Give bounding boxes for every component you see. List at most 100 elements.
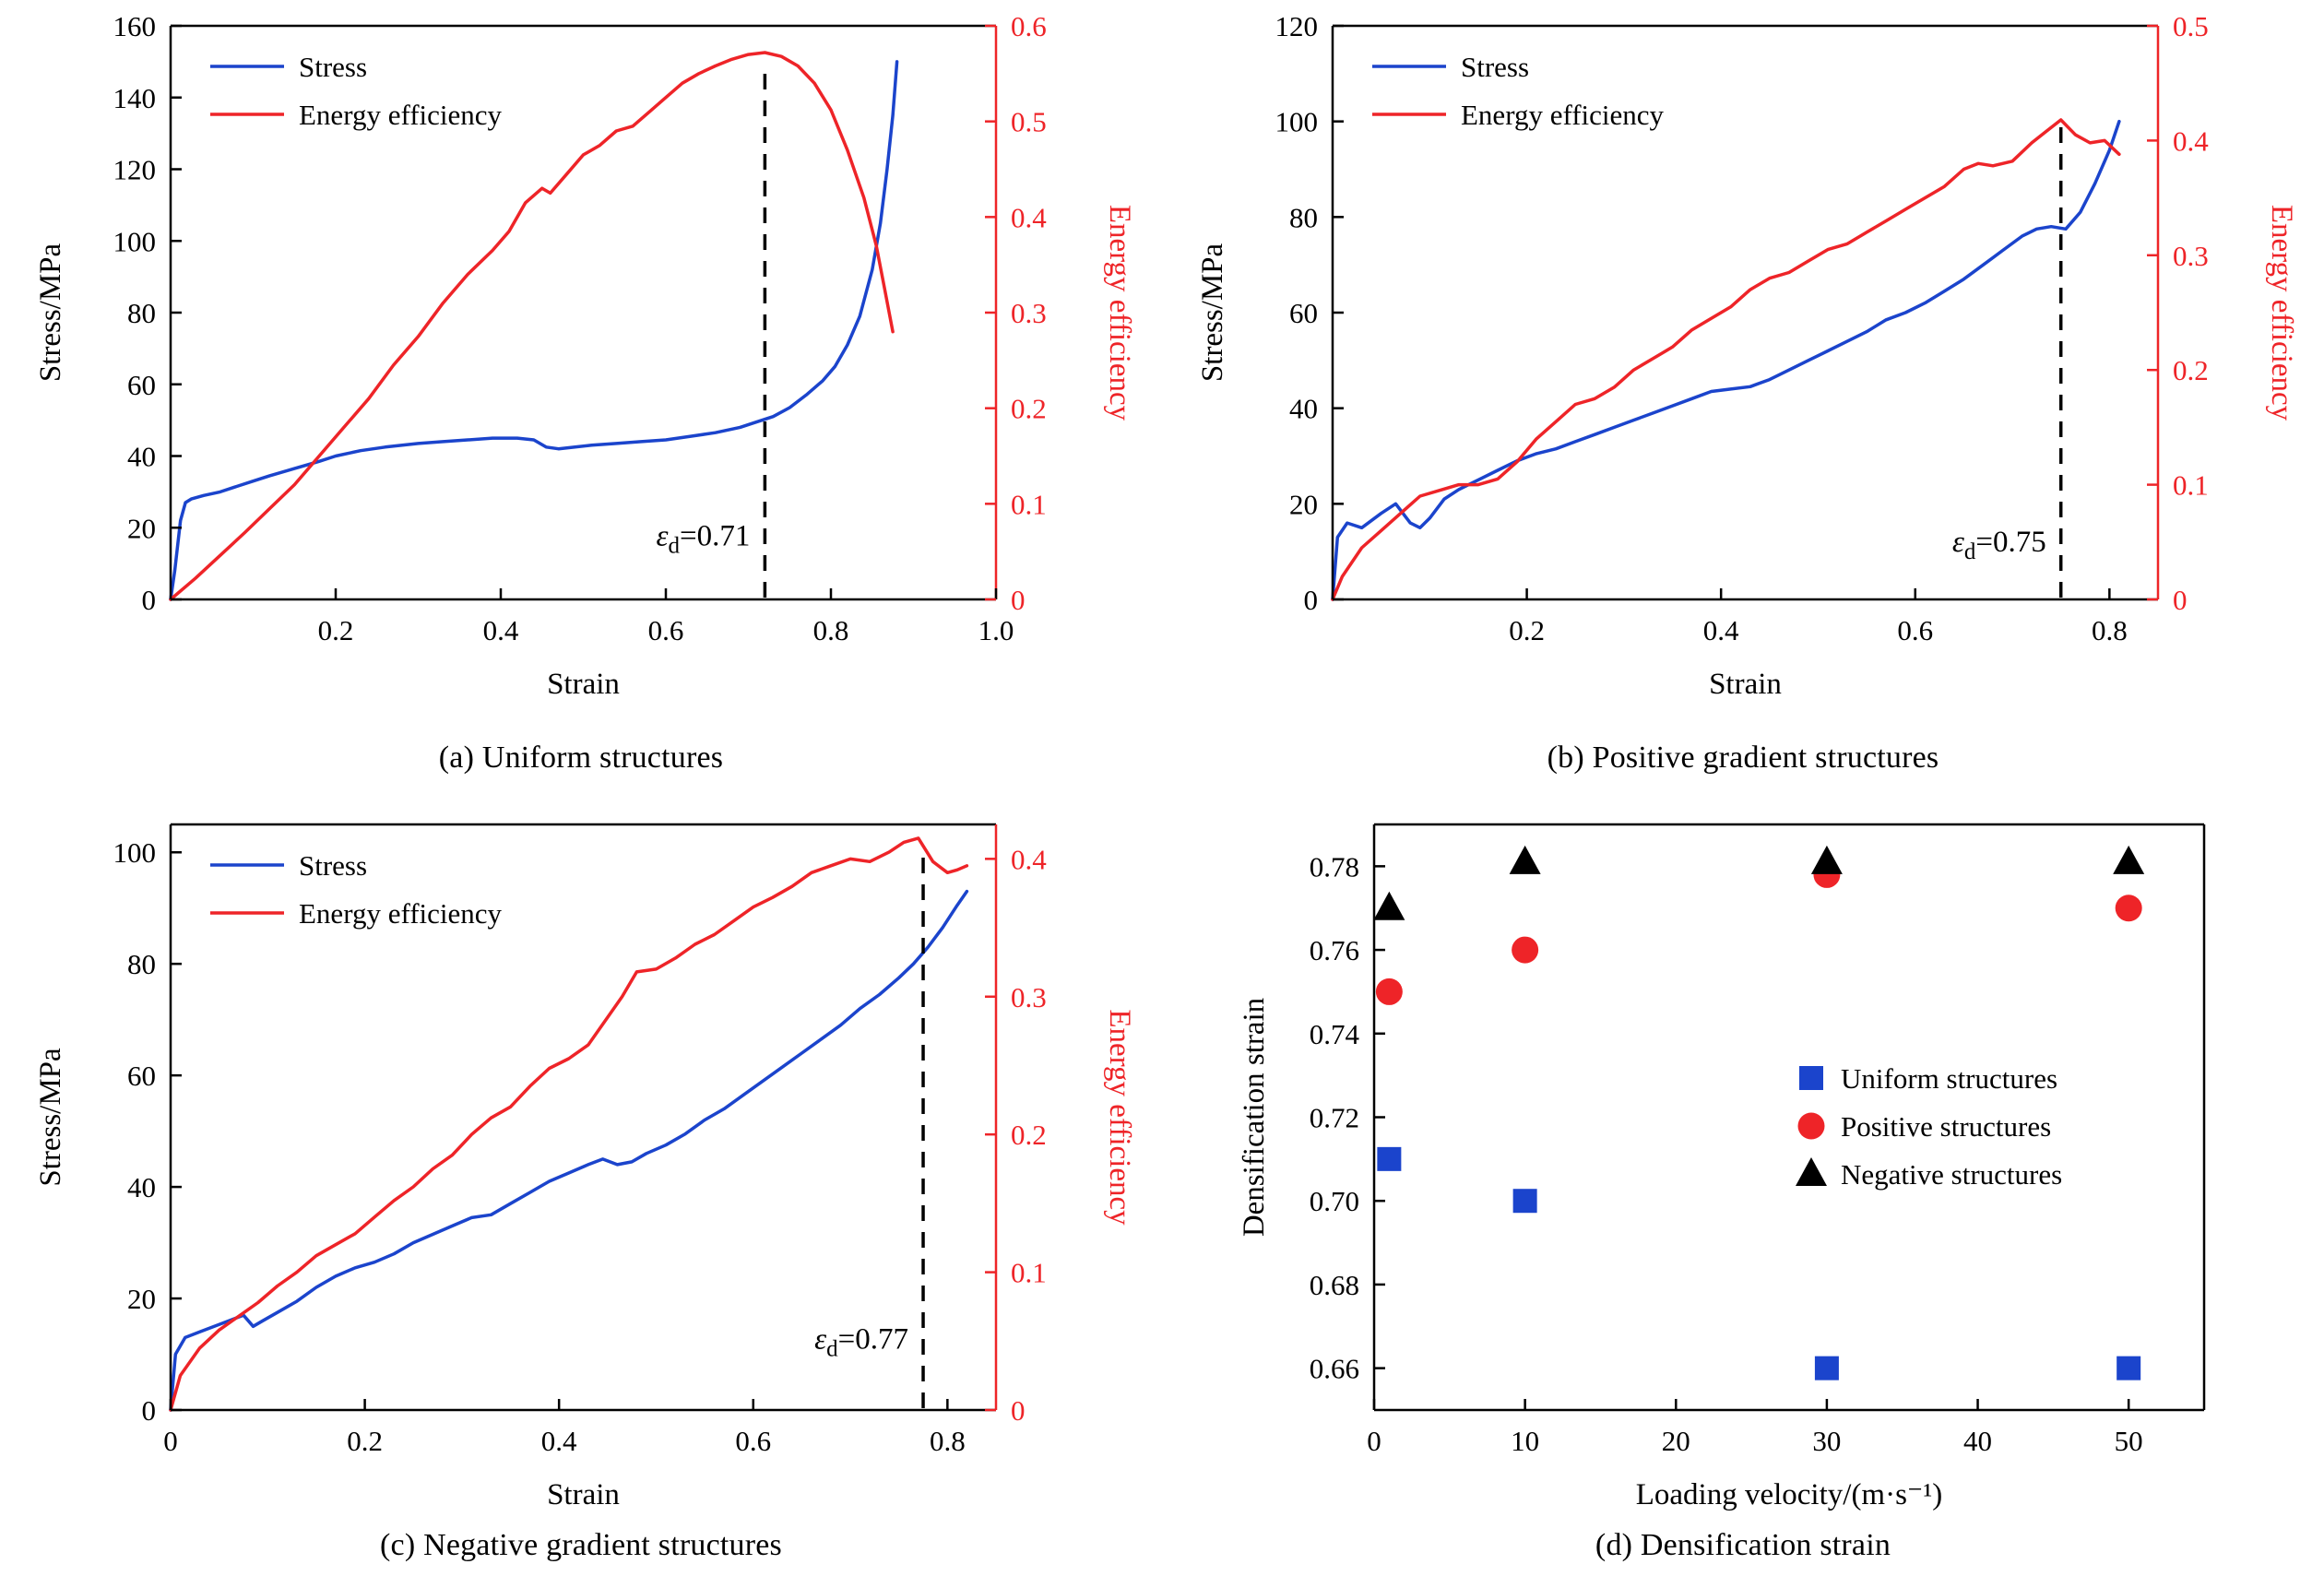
y-tick-label-left: 60 <box>127 369 156 401</box>
panel-densification-strain: 0 10 20 30 40 50 0.66 0.68 0.70 0.72 0.74 0.76 0.78 L… <box>1162 788 2324 1575</box>
y-tick-label-left: 0.72 <box>1310 1102 1359 1134</box>
y-tick-label-left: 120 <box>113 154 157 186</box>
y-axis-title-left: Stress/MPa <box>1196 243 1229 382</box>
x-tick-label: 0.8 <box>813 614 849 646</box>
x-axis-title: Strain <box>547 1478 620 1511</box>
x-axis-ticks: 0.2 0.4 0.6 0.8 1.0 <box>318 588 1014 646</box>
x-tick-label: 0.8 <box>2092 614 2128 646</box>
x-tick-label: 0 <box>1367 1425 1381 1457</box>
y-axis-title-right: Energy efficiency <box>1103 1009 1136 1226</box>
panel-positive-gradient-structures: εd=0.75 0.2 0.4 0.6 0.8 0 20 40 60 80 100 120 0 0.1 0.… <box>1162 0 2324 788</box>
plot-d: 0 10 20 30 40 50 0.66 0.68 0.70 0.72 0.74 0.76 0.78 L… <box>1238 823 2206 1511</box>
x-axis-ticks: 0 0.2 0.4 0.6 0.8 <box>163 1399 966 1457</box>
y-tick-label-left: 80 <box>1289 201 1318 233</box>
y-axis-ticks-left: 0 20 40 60 80 100 120 140 160 <box>113 10 182 616</box>
y-tick-label-left: 140 <box>113 82 157 114</box>
y-tick-label-left: 100 <box>1275 106 1319 138</box>
y-tick-label-left: 100 <box>113 225 157 257</box>
legend-label: Stress <box>1461 51 1529 83</box>
legend-item-energy-efficiency: Energy efficiency <box>1372 99 1665 131</box>
y-tick-label-left: 0.78 <box>1310 850 1359 883</box>
x-tick-label: 0.4 <box>1703 614 1739 646</box>
caption-densification-strain: (d) Densification strain <box>1595 1528 1891 1562</box>
circle-marker <box>1375 978 1403 1005</box>
y-tick-label-left: 0.66 <box>1310 1353 1359 1385</box>
series-stress <box>169 60 899 601</box>
y-tick-label-left: 60 <box>1289 297 1318 329</box>
legend-label: Energy efficiency <box>299 897 503 930</box>
legend: Uniform structures Positive structures Neg… <box>1796 1062 2062 1191</box>
y-tick-label-left: 80 <box>127 297 156 329</box>
y-axis-title-left: Stress/MPa <box>34 1048 67 1187</box>
y-tick-label-right: 0.3 <box>1011 981 1047 1013</box>
y-tick-label-right: 0.2 <box>2173 354 2209 386</box>
y-tick-label-left: 60 <box>127 1060 156 1092</box>
y-tick-label-right: 0.3 <box>1011 297 1047 329</box>
legend-item-negative-structures: Negative structures <box>1796 1157 2062 1191</box>
y-axis-ticks-right: 0 0.1 0.2 0.3 0.4 0.5 0.6 <box>985 10 1047 616</box>
densification-annotation: εd=0.77 <box>814 1322 908 1361</box>
y-axis-title-right: Energy efficiency <box>2265 205 2298 421</box>
triangle-marker <box>2113 845 2145 874</box>
x-axis-ticks: 0 10 20 30 40 50 <box>1367 1399 2143 1457</box>
y-tick-label-right: 0.1 <box>1011 1257 1047 1289</box>
series-stress <box>1331 119 2121 601</box>
x-tick-label: 0.6 <box>648 614 684 646</box>
triangle-marker <box>1509 845 1541 874</box>
y-tick-label-left: 20 <box>127 1283 156 1315</box>
y-tick-label-right: 0.1 <box>2173 469 2209 502</box>
legend-triangle-marker <box>1796 1157 1827 1186</box>
x-tick-label: 0.4 <box>483 614 519 646</box>
x-tick-label: 0.6 <box>735 1425 771 1457</box>
legend-circle-marker <box>1797 1112 1825 1140</box>
series-group <box>169 836 969 1412</box>
plot-c: εd=0.770 0.2 0.4 0.6 0.802040608010000.10.20… <box>34 823 1136 1511</box>
y-tick-label-right: 0.4 <box>1011 843 1047 875</box>
x-axis-title: Strain <box>1709 668 1782 701</box>
y-axis-title-right: Energy efficiency <box>1103 205 1136 421</box>
triangle-marker <box>1810 845 1843 874</box>
legend-item-stress: Stress <box>210 849 367 882</box>
series-positive-structures <box>1375 860 2142 1005</box>
x-tick-label: 40 <box>1963 1425 1992 1457</box>
y-tick-label-left: 0 <box>1304 584 1319 616</box>
legend-item-uniform-structures: Uniform structures <box>1799 1062 2057 1095</box>
series-uniform-structures <box>1377 1146 2141 1380</box>
x-tick-label: 0.8 <box>930 1425 966 1457</box>
x-tick-label: 30 <box>1812 1425 1841 1457</box>
x-tick-label: 0.4 <box>541 1425 577 1457</box>
x-tick-label: 0.6 <box>1897 614 1933 646</box>
y-tick-label-left: 0 <box>142 584 157 616</box>
panel-uniform-structures: εd=0.71 0.2 0.4 0.6 0.8 1.0 0 20 40 60 80 100 120 140… <box>0 0 1162 788</box>
panel-negative-gradient-structures: εd=0.77 0 0.2 0.4 0.6 0.8 0 20 40 60 80 100 0 0.1 0.2 0… <box>0 788 1162 1575</box>
y-tick-label-right: 0.4 <box>2173 124 2209 157</box>
y-tick-label-right: 0.5 <box>1011 106 1047 138</box>
x-axis-title: Strain <box>547 668 620 701</box>
legend-label: Stress <box>299 849 367 882</box>
y-tick-label-right: 0 <box>1011 1394 1026 1427</box>
legend: Stress Energy efficiency <box>210 849 503 930</box>
series-group <box>169 51 899 601</box>
y-tick-label-right: 0.2 <box>1011 393 1047 425</box>
y-axis-title-left: Stress/MPa <box>34 243 67 382</box>
legend-square-marker <box>1799 1066 1823 1090</box>
legend-label: Stress <box>299 51 367 83</box>
densification-annotation: εd=0.71 <box>657 520 751 559</box>
square-marker <box>1377 1146 1402 1171</box>
y-tick-label-left: 80 <box>127 948 156 980</box>
chart-positive-gradient-structures: εd=0.75 0.2 0.4 0.6 0.8 0 20 40 60 80 100 120 0 0.1 0.… <box>1196 10 2298 701</box>
y-axis-ticks-left: 0 20 40 60 80 100 120 <box>1275 10 1344 616</box>
series-energy-efficiency <box>169 51 895 601</box>
plot-a: εd=0.710.2 0.4 0.6 0.8 1.0020406080100120140… <box>34 10 1136 701</box>
series-energy-efficiency <box>1331 118 2121 601</box>
x-tick-label: 20 <box>1662 1425 1690 1457</box>
y-tick-label-left: 20 <box>127 512 156 544</box>
y-axis-ticks-right: 0 0.1 0.2 0.3 0.4 0.5 <box>2147 10 2209 616</box>
y-tick-label-left: 0.74 <box>1310 1018 1360 1050</box>
series-stress <box>169 889 969 1412</box>
x-tick-label: 1.0 <box>978 614 1014 646</box>
y-tick-label-right: 0.2 <box>1011 1119 1047 1151</box>
legend-label: Negative structures <box>1841 1158 2062 1191</box>
y-tick-label-right: 0 <box>1011 584 1026 616</box>
triangle-marker <box>1373 891 1405 920</box>
